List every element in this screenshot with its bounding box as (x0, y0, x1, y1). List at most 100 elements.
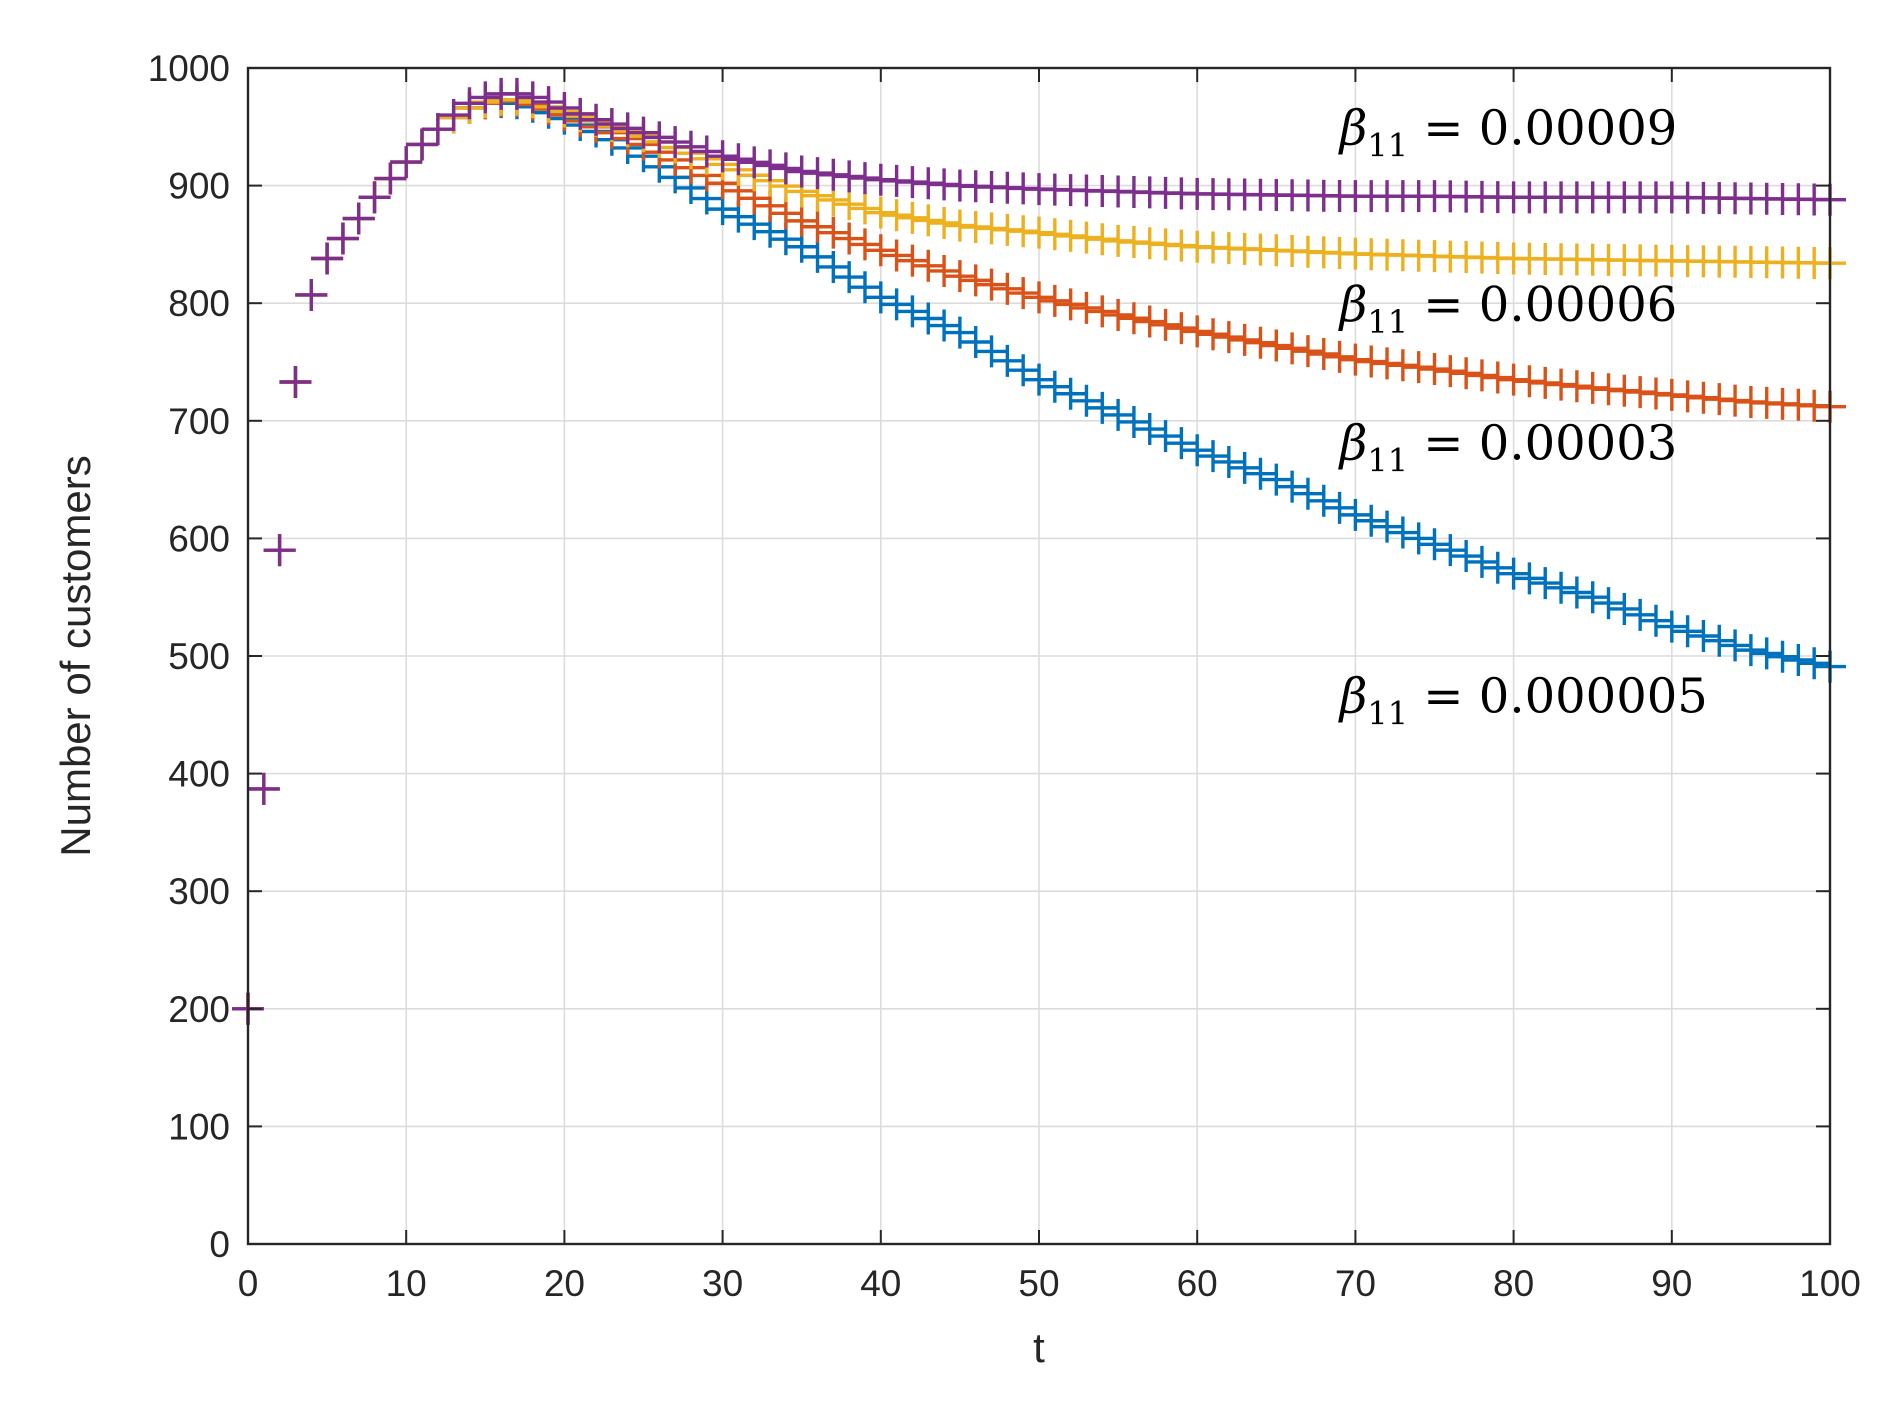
annotation-value: = 0.000005 (1408, 668, 1708, 724)
data-point (1291, 477, 1324, 510)
data-point (738, 146, 771, 179)
data-point (1228, 451, 1261, 484)
data-point (1181, 434, 1214, 467)
data-point (912, 204, 945, 237)
data-point (1481, 551, 1514, 584)
data-point (1007, 277, 1040, 310)
data-point (1339, 498, 1372, 531)
data-point (548, 91, 581, 124)
x-tick-label: 90 (1651, 1263, 1692, 1304)
data-point (880, 288, 913, 321)
annotation-symbol: β (1338, 668, 1368, 724)
data-point (1592, 587, 1625, 620)
data-point (912, 249, 945, 282)
data-point (1260, 463, 1293, 496)
annotation-label: β11 = 0.000005 (1338, 668, 1708, 732)
data-point (1117, 302, 1150, 335)
y-tick-label: 100 (168, 1106, 230, 1147)
data-point (1624, 598, 1657, 631)
data-point (421, 113, 454, 146)
data-point (1102, 398, 1135, 431)
data-point (912, 302, 945, 335)
x-tick-label: 20 (544, 1263, 585, 1304)
data-point (1307, 484, 1340, 517)
x-tick-label: 50 (1018, 1263, 1059, 1304)
data-point (1529, 567, 1562, 600)
series-3 (232, 77, 1846, 1025)
data-point (1734, 634, 1767, 667)
data-point (500, 77, 533, 110)
data-point (1244, 326, 1277, 359)
series-group (232, 77, 1846, 1025)
data-point (1070, 291, 1103, 324)
data-point (1545, 571, 1578, 604)
data-point (769, 197, 802, 230)
data-point (374, 162, 407, 195)
data-point (754, 149, 787, 182)
annotation-label: β11 = 0.00009 (1338, 100, 1678, 164)
y-tick-label: 500 (168, 636, 230, 677)
x-tick-label: 80 (1493, 1263, 1534, 1304)
data-point (1355, 345, 1388, 378)
annotation-subscript: 11 (1367, 694, 1408, 732)
data-point (1386, 516, 1419, 549)
data-point (1197, 440, 1230, 473)
data-point (1418, 353, 1451, 386)
data-point (1291, 335, 1324, 368)
data-point (785, 204, 818, 237)
data-point (311, 242, 344, 275)
data-point (342, 202, 375, 235)
data-point (1719, 629, 1752, 662)
data-point (848, 228, 881, 261)
data-point (1798, 647, 1831, 680)
data-point (928, 309, 961, 342)
data-point (279, 365, 312, 398)
annotation-subscript: 11 (1367, 442, 1408, 480)
data-point (928, 206, 961, 239)
data-point (801, 210, 834, 243)
data-point (1434, 355, 1467, 388)
data-point (1054, 288, 1087, 321)
data-point (1307, 338, 1340, 371)
data-point (706, 140, 739, 173)
data-point (1323, 340, 1356, 373)
data-point (1513, 562, 1546, 595)
data-point (1244, 457, 1277, 490)
data-point (643, 121, 676, 154)
data-point (896, 295, 929, 328)
data-point (896, 244, 929, 277)
annotation-symbol: β (1338, 100, 1368, 156)
annotation-symbol: β (1338, 277, 1368, 333)
data-point (959, 264, 992, 297)
data-point (1133, 413, 1166, 446)
x-tick-label: 0 (238, 1263, 259, 1304)
data-point (1355, 504, 1388, 537)
annotation-subscript: 11 (1367, 303, 1408, 341)
data-point (1133, 305, 1166, 338)
x-tick-label: 100 (1799, 1263, 1861, 1304)
data-point (833, 188, 866, 221)
data-point (896, 201, 929, 234)
data-point (817, 216, 850, 249)
data-point (1402, 522, 1435, 555)
y-axis-label: Number of customers (52, 455, 99, 856)
data-point (975, 268, 1008, 301)
data-point (595, 108, 628, 141)
data-point (722, 143, 755, 176)
annotation-value: = 0.00009 (1408, 100, 1677, 156)
data-point (1023, 363, 1055, 396)
data-point (1608, 592, 1641, 625)
data-point (1450, 357, 1483, 390)
y-tick-label: 1000 (148, 48, 230, 89)
data-point (326, 222, 359, 255)
data-point (1149, 308, 1182, 341)
x-tick-label: 70 (1335, 1263, 1376, 1304)
data-point (1339, 343, 1372, 376)
data-point (659, 126, 692, 159)
data-point (1481, 361, 1514, 394)
data-point (406, 128, 439, 161)
data-point (1276, 470, 1309, 503)
y-tick-label: 700 (168, 401, 230, 442)
y-tick-label: 900 (168, 166, 230, 207)
data-point (611, 112, 644, 145)
